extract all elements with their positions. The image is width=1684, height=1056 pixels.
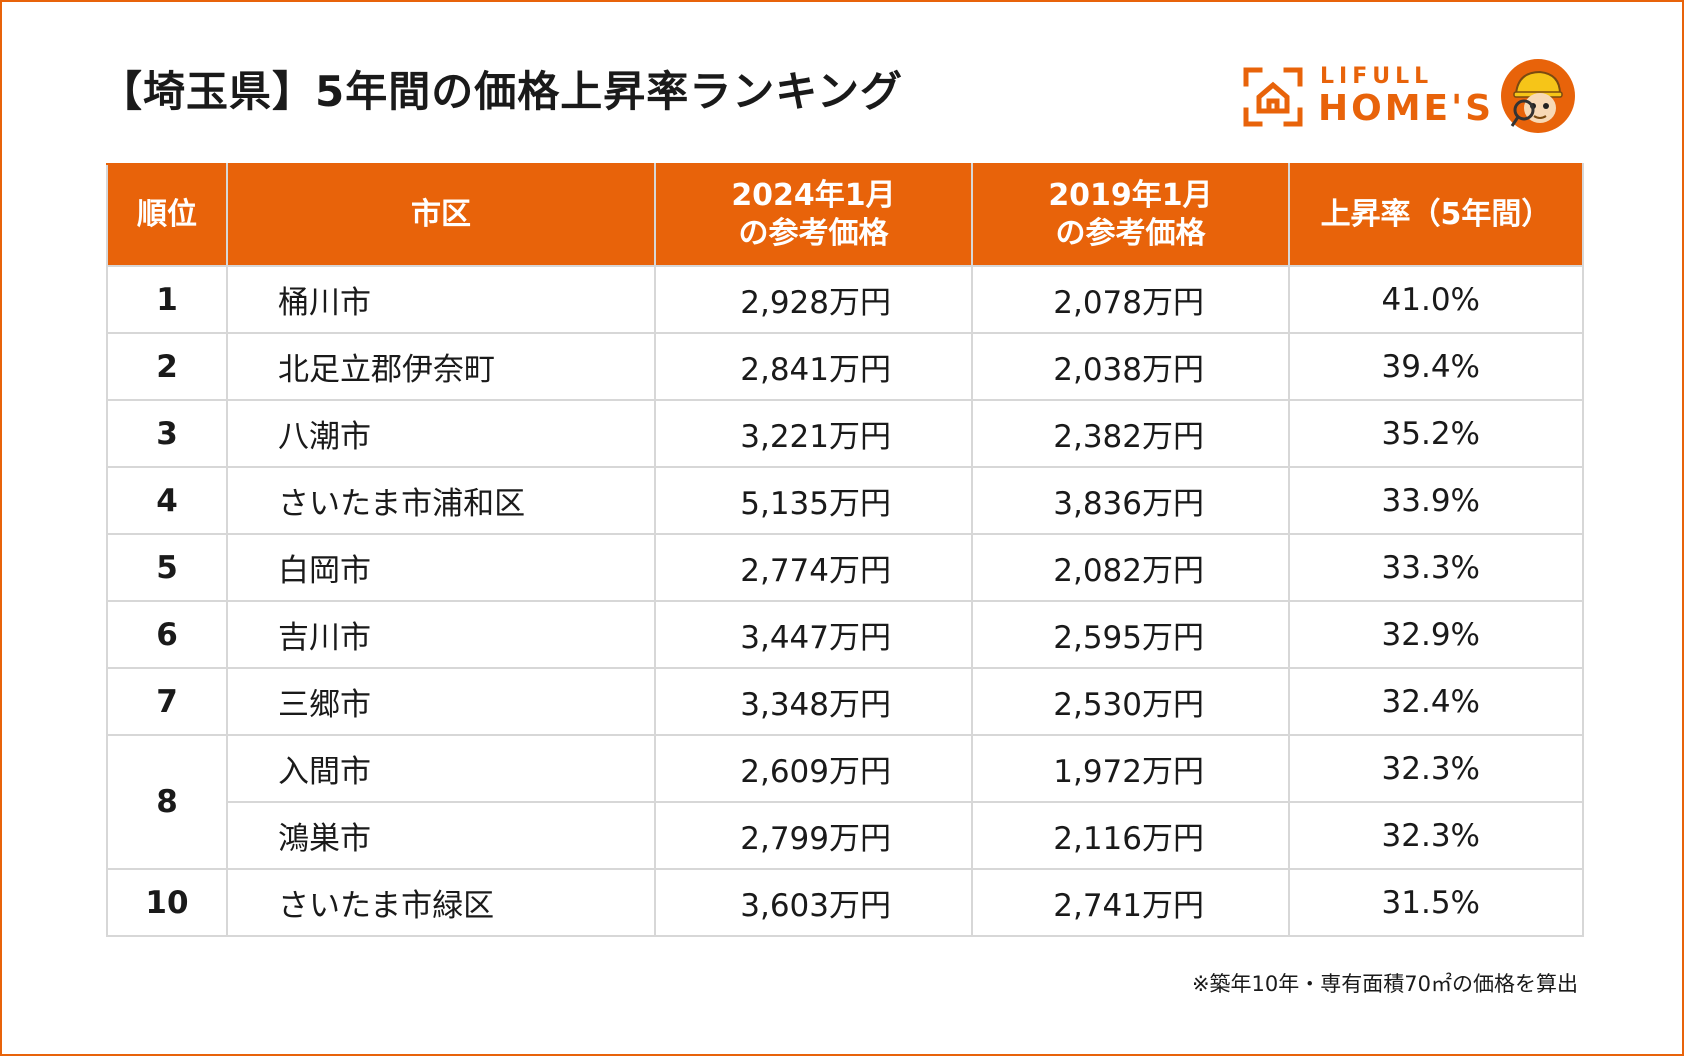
table-row: 4 さいたま市浦和区 5,135万円 3,836万円 33.9% — [106, 466, 1584, 535]
rate-cell: 32.9% — [1288, 600, 1584, 669]
table-row: 6 吉川市 3,447万円 2,595万円 32.9% — [106, 600, 1584, 669]
city-cell: 桶川市 — [226, 265, 656, 334]
table-row: 2 北足立郡伊奈町 2,841万円 2,038万円 39.4% — [106, 332, 1584, 401]
table-header-row: 順位 市区 2024年1月 の参考価格 2019年1月 の参考価格 上昇率（5年間） — [106, 163, 1584, 267]
ranking-table: 順位 市区 2024年1月 の参考価格 2019年1月 の参考価格 上昇率（5年間）… — [106, 163, 1584, 937]
table-row: 1 桶川市 2,928万円 2,078万円 41.0% — [106, 265, 1584, 334]
rate-cell: 39.4% — [1288, 332, 1584, 401]
rate-cell: 35.2% — [1288, 399, 1584, 468]
rank-cell: 2 — [106, 332, 228, 401]
page-title: 【埼玉県】5年間の価格上昇率ランキング — [100, 67, 903, 116]
rate-cell: 33.9% — [1288, 466, 1584, 535]
table-row: 10 さいたま市緑区 3,603万円 2,741万円 31.5% — [106, 868, 1584, 937]
lifull-homes-logo: LIFULL HOME'S — [1242, 58, 1575, 142]
city-cell: 八潮市 — [226, 399, 656, 468]
city-cell: さいたま市緑区 — [226, 868, 656, 937]
table-row: 8 入間市 2,609万円 1,972万円 32.3% — [106, 734, 1584, 870]
price-2019-cell: 2,530万円 — [971, 667, 1290, 736]
price-2024-cell: 2,609万円 — [654, 734, 973, 803]
city-cell: 白岡市 — [226, 533, 656, 602]
price-2019-cell: 2,741万円 — [971, 868, 1290, 937]
price-2024-cell: 3,603万円 — [654, 868, 973, 937]
price-2019-cell: 2,595万円 — [971, 600, 1290, 669]
price-2019-cell: 3,836万円 — [971, 466, 1290, 535]
table-row: 7 三郷市 3,348万円 2,530万円 32.4% — [106, 667, 1584, 736]
price-2024-cell: 3,221万円 — [654, 399, 973, 468]
rate-cell: 32.3% — [1288, 801, 1584, 870]
rank-cell: 5 — [106, 533, 228, 602]
rank-cell: 1 — [106, 265, 228, 334]
rank-cell: 6 — [106, 600, 228, 669]
logo-text-homes: HOME'S — [1318, 88, 1495, 129]
rank-cell: 3 — [106, 399, 228, 468]
rate-cell: 41.0% — [1288, 265, 1584, 334]
rank-cell: 10 — [106, 868, 228, 937]
logo-text-lifull: LIFULL — [1320, 64, 1434, 89]
rank-cell: 4 — [106, 466, 228, 535]
rate-cell: 31.5% — [1288, 868, 1584, 937]
footnote: ※築年10年・専有面積70㎡の価格を算出 — [1191, 972, 1578, 996]
header-price-2019: 2019年1月 の参考価格 — [971, 163, 1290, 267]
table-row: 鴻巣市 2,799万円 2,116万円 32.3% — [107, 801, 1584, 870]
rate-cell: 33.3% — [1288, 533, 1584, 602]
price-2024-cell: 2,799万円 — [654, 801, 973, 870]
city-cell: 三郷市 — [226, 667, 656, 736]
rate-cell: 32.4% — [1288, 667, 1584, 736]
header-price-2019-line2: の参考価格 — [1055, 216, 1206, 251]
price-2024-cell: 5,135万円 — [654, 466, 973, 535]
city-cell: 鴻巣市 — [226, 801, 656, 870]
rank-cell: 8 — [106, 734, 228, 870]
city-cell: 吉川市 — [226, 600, 656, 669]
price-2019-cell: 2,082万円 — [971, 533, 1290, 602]
price-2024-cell: 2,774万円 — [654, 533, 973, 602]
price-2024-cell: 3,348万円 — [654, 667, 973, 736]
header-price-2024: 2024年1月 の参考価格 — [654, 163, 973, 267]
table-row: 5 白岡市 2,774万円 2,082万円 33.3% — [106, 533, 1584, 602]
mascot-icon — [1501, 59, 1575, 133]
city-cell: 入間市 — [226, 734, 656, 803]
price-2024-cell: 2,928万円 — [654, 265, 973, 334]
header-city: 市区 — [226, 163, 656, 267]
rate-cell: 32.3% — [1288, 734, 1584, 803]
house-icon — [1243, 67, 1303, 127]
price-2024-cell: 2,841万円 — [654, 332, 973, 401]
header-rank: 順位 — [106, 163, 228, 267]
price-2019-cell: 2,382万円 — [971, 399, 1290, 468]
header-price-2024-line2: の参考価格 — [738, 216, 889, 251]
header-price-2024-line1: 2024年1月 — [731, 178, 896, 213]
header-price-2019-line1: 2019年1月 — [1048, 178, 1213, 213]
header-rate: 上昇率（5年間） — [1288, 163, 1584, 267]
price-2024-cell: 3,447万円 — [654, 600, 973, 669]
table-row: 3 八潮市 3,221万円 2,382万円 35.2% — [106, 399, 1584, 468]
city-cell: さいたま市浦和区 — [226, 466, 656, 535]
price-2019-cell: 2,116万円 — [971, 801, 1290, 870]
price-2019-cell: 2,078万円 — [971, 265, 1290, 334]
price-2019-cell: 1,972万円 — [971, 734, 1290, 803]
price-2019-cell: 2,038万円 — [971, 332, 1290, 401]
rank-cell: 7 — [106, 667, 228, 736]
city-cell: 北足立郡伊奈町 — [226, 332, 656, 401]
